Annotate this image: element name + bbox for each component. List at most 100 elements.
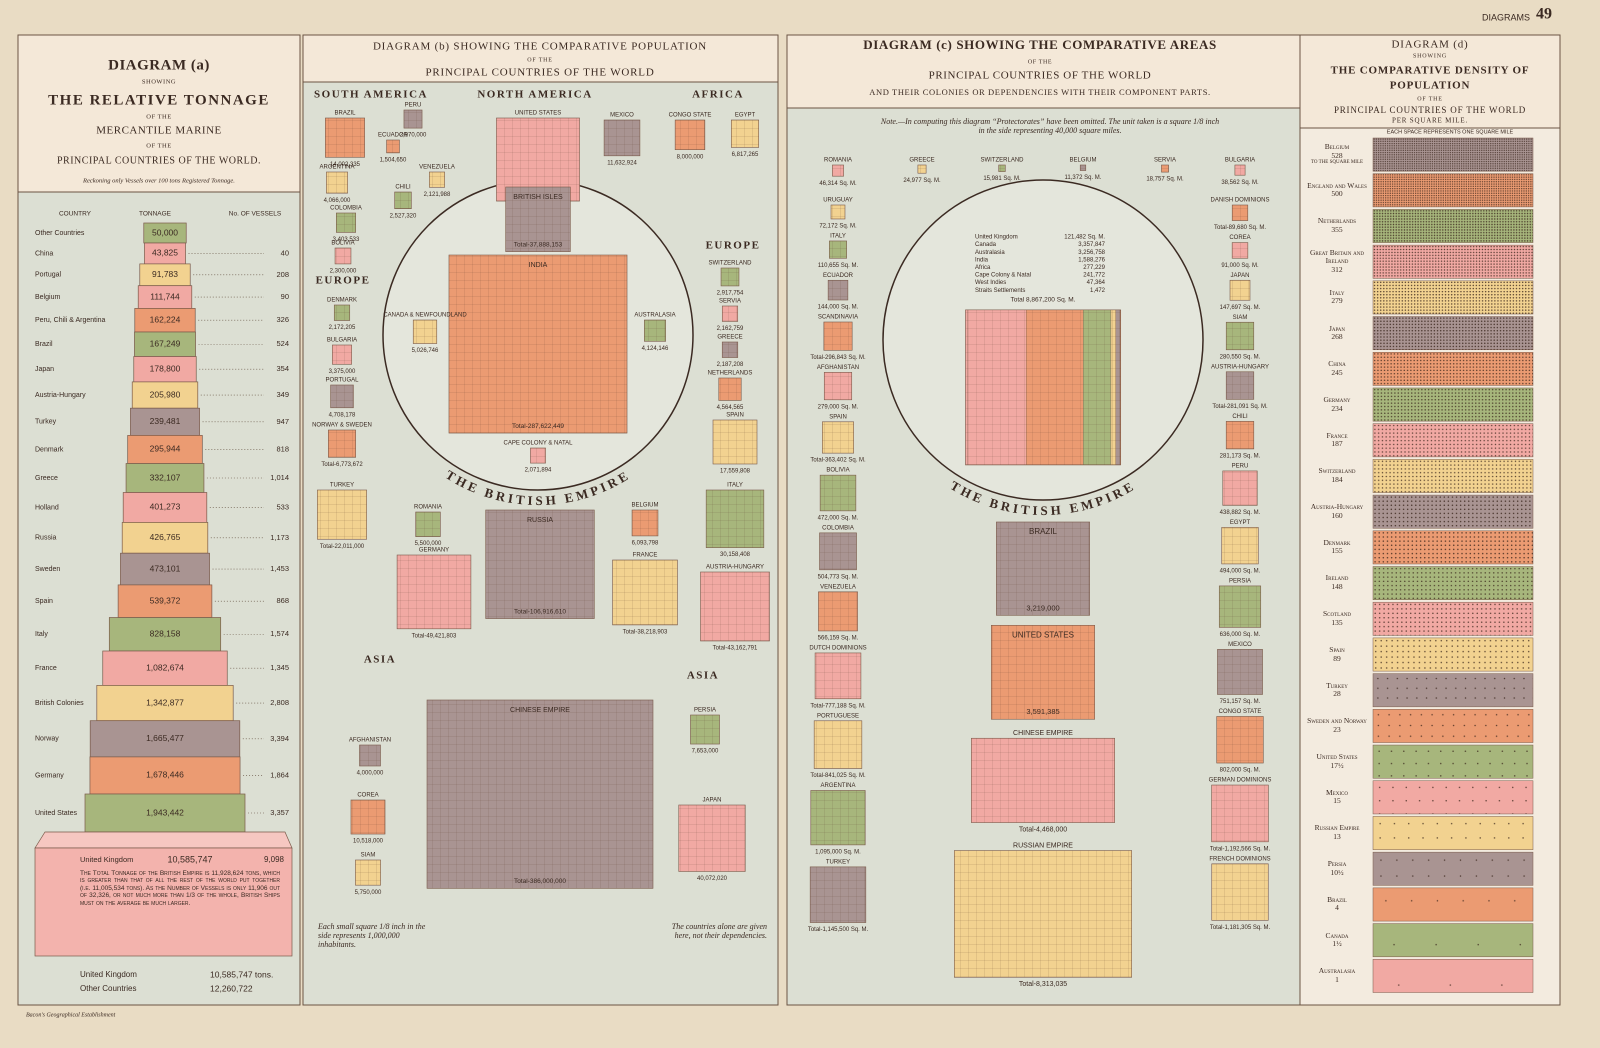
vessels-label: 524 bbox=[276, 339, 289, 348]
square-grid bbox=[1234, 165, 1246, 176]
row-label: Denmark 155 bbox=[1302, 531, 1372, 564]
square-grid bbox=[675, 120, 705, 150]
country-label: GERMANY bbox=[419, 548, 449, 554]
value-label: 6,817,265 bbox=[732, 152, 759, 158]
tier bbox=[102, 650, 228, 686]
density-label: 4 bbox=[1335, 903, 1339, 913]
region-label: ASIA bbox=[364, 654, 396, 666]
value-label: 438,882 Sq. M. bbox=[1220, 510, 1261, 516]
density-bar bbox=[1373, 352, 1533, 386]
country-label: ARGENTINA bbox=[820, 783, 855, 789]
country-label: EGYPT bbox=[1230, 520, 1251, 526]
density-bar bbox=[1373, 637, 1533, 672]
vessels-label: 1,864 bbox=[270, 770, 289, 779]
country-label: PERU bbox=[405, 103, 422, 109]
country-label: BOLIVIA bbox=[826, 468, 849, 474]
square-grid bbox=[971, 738, 1115, 823]
square-grid bbox=[722, 342, 738, 358]
country-label: SPAIN bbox=[726, 413, 744, 419]
country-label: COREA bbox=[1229, 235, 1250, 241]
square-grid bbox=[1221, 527, 1259, 564]
density-bar bbox=[1373, 138, 1533, 172]
value-label: 46,314 Sq. M. bbox=[819, 181, 857, 187]
vessels-label: 818 bbox=[276, 444, 289, 453]
value-label: Total-1,192,566 Sq. M. bbox=[1210, 846, 1271, 852]
row-label: Netherlands 355 bbox=[1302, 209, 1372, 242]
country-label: CANADA & NEWFOUNDLAND bbox=[383, 313, 467, 319]
square-grid bbox=[355, 860, 381, 886]
square-grid bbox=[818, 591, 858, 631]
country-label: Scotland bbox=[1322, 609, 1352, 619]
value-label: 2,172,205 bbox=[329, 325, 356, 331]
region-label: ASIA bbox=[687, 670, 719, 682]
square-grid bbox=[335, 248, 351, 264]
square-grid bbox=[336, 213, 356, 233]
row-label: Austria-Hungary 160 bbox=[1302, 495, 1372, 528]
value-label: Total-386,000,000 bbox=[514, 878, 566, 885]
country-label: ROMANIA bbox=[824, 158, 852, 164]
row-label: Persia 10½ bbox=[1302, 852, 1372, 885]
value-label: 147,697 Sq. M. bbox=[1220, 305, 1261, 311]
tonnage-label: 1,342,877 bbox=[146, 697, 184, 707]
row-label: Japan 268 bbox=[1302, 317, 1372, 350]
base-block bbox=[34, 847, 293, 957]
square-grid bbox=[1232, 242, 1248, 259]
part-value: 277,229 bbox=[1083, 265, 1105, 271]
part-value: 241,772 bbox=[1083, 273, 1105, 279]
region-label: EUROPE bbox=[316, 275, 371, 287]
country-label: ROMANIA bbox=[414, 505, 442, 511]
tonnage-label: 426,765 bbox=[150, 532, 181, 542]
row-label: England and Wales 500 bbox=[1302, 174, 1372, 207]
country-label: China bbox=[1328, 359, 1346, 369]
value-label: Total-37,888,153 bbox=[514, 241, 563, 248]
tonnage-label: 1,665,477 bbox=[146, 733, 184, 743]
country-label: URUGUAY bbox=[823, 198, 853, 204]
value-label: Total-1,145,500 Sq. M. bbox=[808, 927, 869, 933]
density-label: 184 bbox=[1331, 474, 1343, 484]
tier bbox=[122, 492, 208, 523]
square-grid bbox=[325, 118, 365, 158]
row-label: Turkey 28 bbox=[1302, 674, 1372, 707]
country-label: DUTCH DOMINIONS bbox=[809, 646, 866, 652]
square-grid bbox=[810, 866, 866, 923]
value-label: Total-363,402 Sq. M. bbox=[810, 458, 866, 464]
country-label: Germany bbox=[1323, 394, 1351, 404]
row-label: Australasia 1 bbox=[1302, 959, 1372, 992]
value-label: 279,000 Sq. M. bbox=[818, 404, 859, 410]
vessels-label: 90 bbox=[281, 292, 289, 301]
density-bar bbox=[1373, 709, 1533, 743]
density-bar bbox=[1373, 245, 1533, 279]
value-label: 4,000,000 bbox=[357, 771, 384, 777]
country-label: United States bbox=[35, 810, 78, 817]
tonnage-label: 10,585,747 bbox=[167, 854, 212, 864]
square-grid bbox=[814, 720, 862, 769]
title-line: OF THE bbox=[1417, 96, 1443, 102]
part-label: India bbox=[975, 257, 989, 263]
country-label: PERU bbox=[1232, 464, 1249, 470]
tier bbox=[130, 407, 200, 436]
title-line: PER SQUARE MILE. bbox=[1392, 117, 1468, 125]
vessels-label: 1,453 bbox=[270, 564, 289, 573]
square-grid bbox=[917, 165, 927, 174]
value-label: 10,518,000 bbox=[353, 839, 384, 845]
country-label: Turkey bbox=[35, 419, 57, 426]
square-grid bbox=[700, 572, 770, 641]
value-label: Total-106,916,610 bbox=[514, 608, 566, 615]
value-label: 2,917,754 bbox=[717, 291, 744, 297]
value-label: 566,159 Sq. M. bbox=[818, 636, 859, 642]
square-grid bbox=[713, 420, 757, 464]
vessels-label: 354 bbox=[276, 364, 289, 373]
region-label: AFRICA bbox=[692, 89, 744, 101]
density-bar bbox=[1373, 852, 1533, 886]
title-line: OF THE bbox=[527, 57, 553, 63]
part-label: Africa bbox=[975, 265, 991, 271]
total-label: Other Countries bbox=[80, 984, 136, 993]
title-line: THE RELATIVE TONNAGE bbox=[48, 92, 270, 108]
square-grid bbox=[819, 532, 857, 570]
country-label: NETHERLANDS bbox=[708, 371, 753, 377]
square-grid bbox=[1080, 165, 1086, 171]
country-label: BRAZIL bbox=[334, 111, 356, 117]
part-value: 1,472 bbox=[1090, 288, 1106, 294]
country-label: Russia bbox=[35, 535, 57, 542]
square-grid bbox=[721, 268, 739, 286]
